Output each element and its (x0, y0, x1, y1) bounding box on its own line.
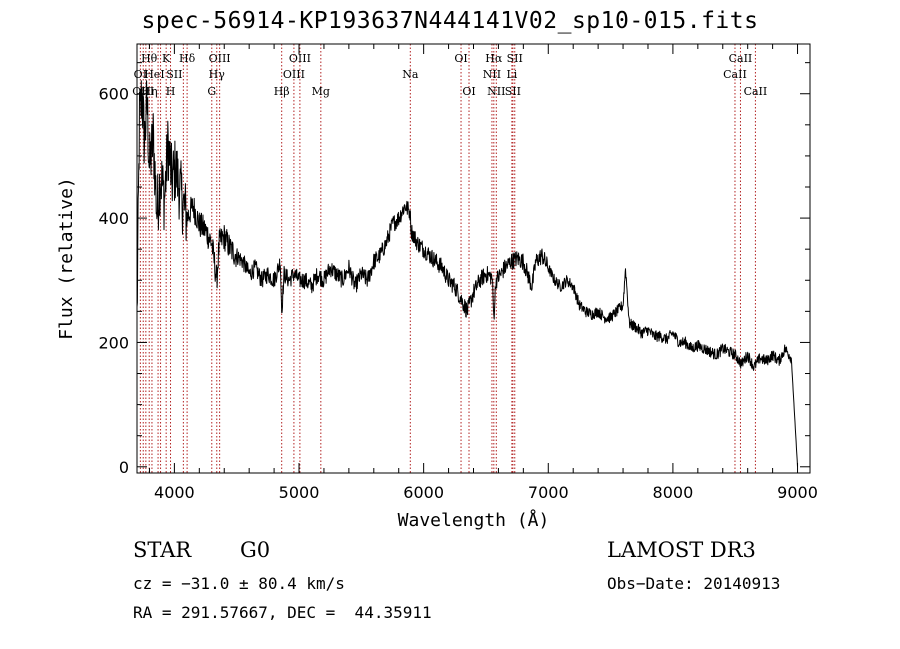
x-tick-label: 7000 (528, 483, 569, 502)
y-tick-label: 600 (98, 85, 129, 104)
line-label: Na (402, 68, 419, 81)
y-tick-label: 400 (98, 209, 129, 228)
line-label: Hγ (209, 68, 226, 81)
line-label: HeI (144, 68, 164, 81)
line-label: OIII (209, 52, 231, 65)
line-label: CaII (729, 52, 753, 65)
object-subclass: G0 (240, 538, 271, 562)
survey-label: LAMOST DR3 (607, 538, 756, 562)
y-tick-label: 200 (98, 333, 129, 352)
line-label: NII (487, 85, 505, 98)
y-axis-label: Flux (relative) (56, 177, 77, 340)
line-label: Hβ (274, 85, 290, 98)
line-label: Hη (141, 85, 157, 98)
line-label: Hδ (179, 52, 196, 65)
observation-date: Obs−Date: 20140913 (607, 574, 781, 593)
line-label: Mg (312, 85, 330, 98)
line-label: NII (483, 68, 501, 81)
line-label: CaII (744, 85, 768, 98)
line-label: Li (506, 68, 517, 81)
line-label: SII (505, 85, 521, 98)
redshift-cz: cz = −31.0 ± 80.4 km/s (133, 574, 345, 593)
sky-coordinates: RA = 291.57667, DEC = 44.35911 (133, 603, 432, 622)
x-tick-label: 8000 (653, 483, 694, 502)
line-label: H (166, 85, 176, 98)
x-tick-label: 4000 (154, 483, 195, 502)
line-label: SII (166, 68, 182, 81)
line-label: G (207, 85, 216, 98)
line-label: OIII (283, 68, 305, 81)
object-class: STAR (133, 538, 192, 562)
y-tick-label: 0 (119, 458, 129, 477)
line-label: Hα (485, 52, 503, 65)
x-axis-label: Wavelength (Å) (398, 509, 550, 531)
line-label: K (162, 52, 171, 65)
line-label: SII (507, 52, 523, 65)
x-tick-label: 5000 (279, 483, 320, 502)
line-label: OIII (289, 52, 311, 65)
chart-title: spec-56914-KP193637N444141V02_sp10-015.f… (141, 8, 759, 34)
line-label: OIII (132, 85, 154, 98)
line-label: CaII (723, 68, 747, 81)
line-label: OI (462, 85, 475, 98)
spectrum-line (136, 80, 798, 467)
x-tick-label: 9000 (777, 483, 818, 502)
line-label: OI (454, 52, 467, 65)
x-tick-label: 6000 (403, 483, 444, 502)
line-label: Hθ (141, 52, 158, 65)
